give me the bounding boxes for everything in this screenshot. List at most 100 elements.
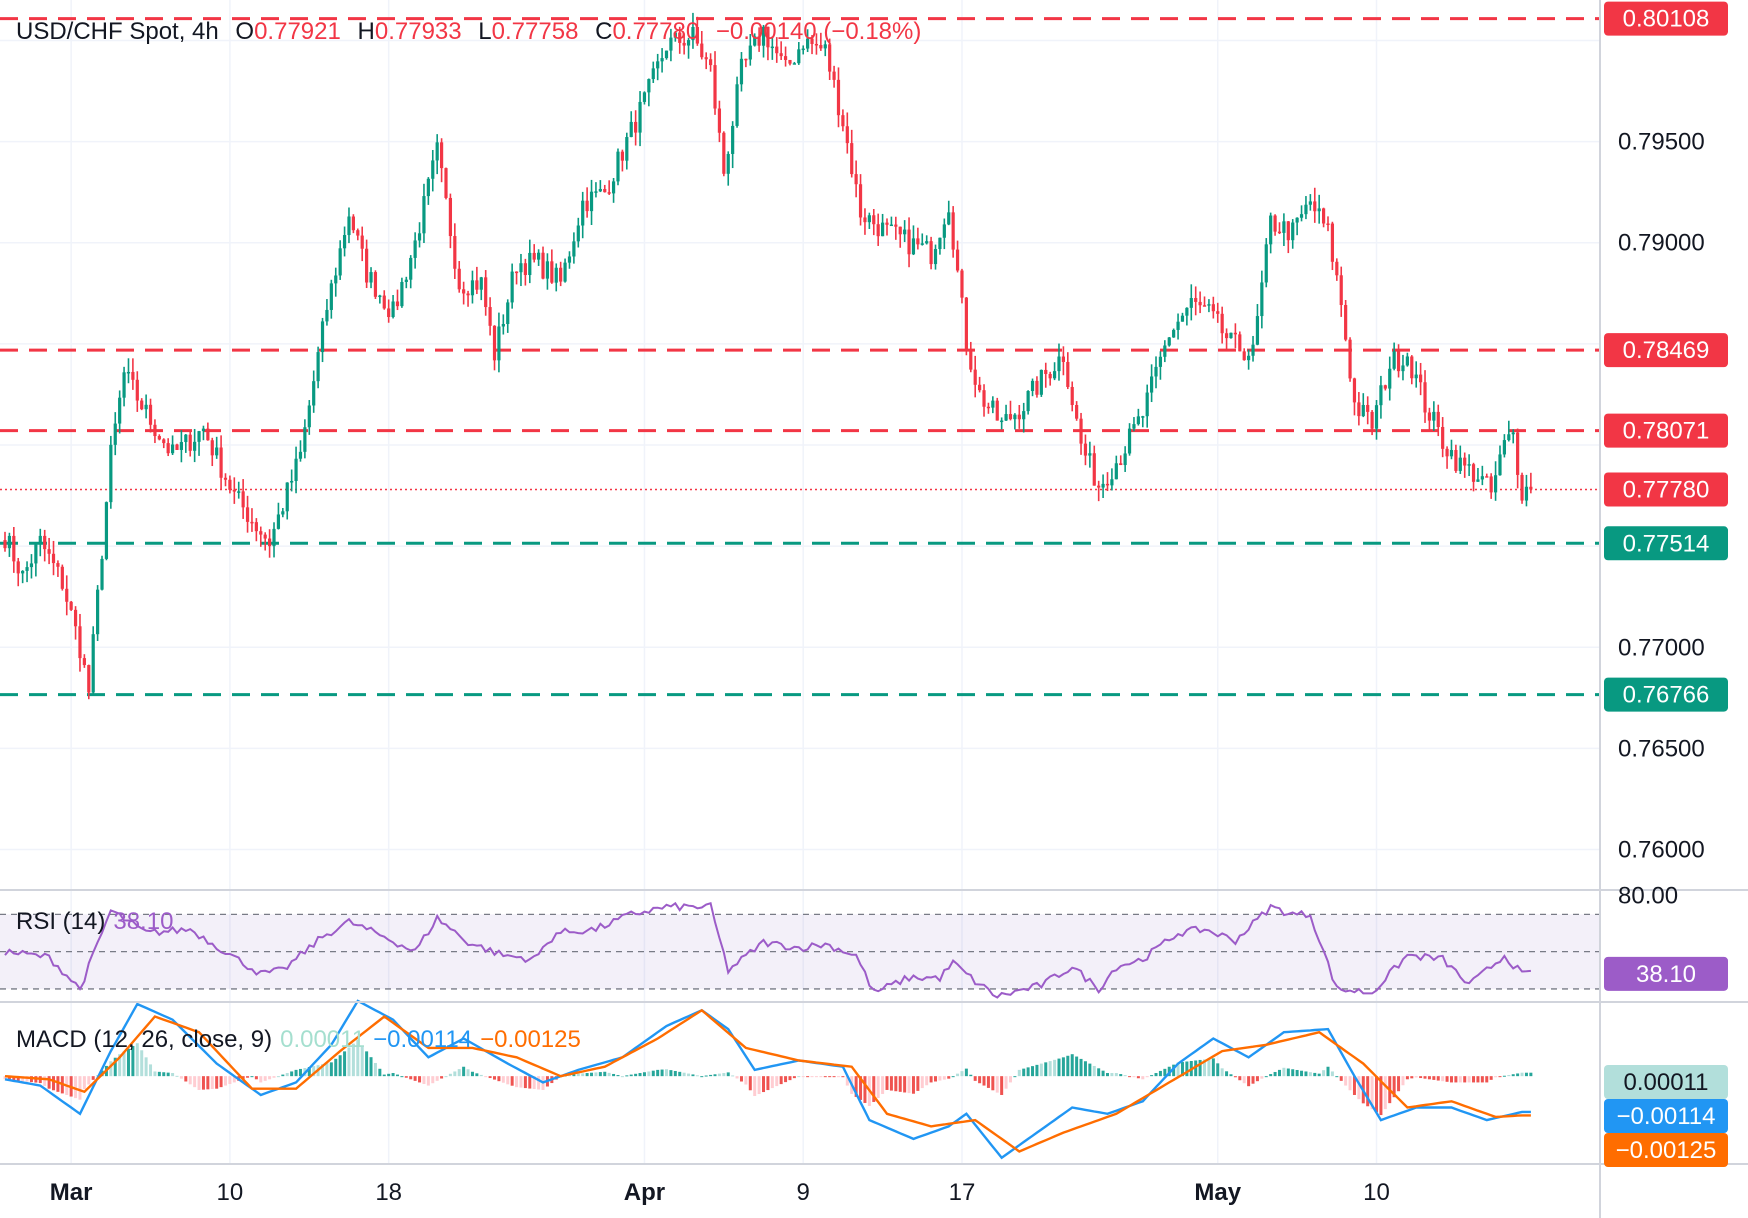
macd-histogram-bar — [1520, 1072, 1524, 1077]
candle-body — [1313, 201, 1317, 212]
support-price-label-bg — [1604, 677, 1728, 712]
macd-histogram-bar — [1458, 1076, 1462, 1083]
candle-body — [1136, 416, 1140, 425]
macd-histogram-bar — [1163, 1068, 1167, 1077]
candle-body — [554, 267, 558, 283]
candle-body — [1467, 464, 1471, 466]
symbol-title[interactable]: USD/CHF Spot, 4h — [16, 18, 219, 45]
macd-histogram-bar — [1048, 1061, 1052, 1077]
macd-histogram-bar — [925, 1076, 929, 1086]
macd-histogram-bar — [285, 1073, 289, 1077]
macd-histogram-bar — [828, 1076, 832, 1078]
candle-body — [1383, 385, 1387, 389]
candle-body — [726, 153, 730, 174]
candle-body — [1357, 402, 1361, 417]
candle-body — [991, 400, 995, 408]
macd-histogram-bar — [770, 1076, 774, 1089]
rsi-title[interactable]: RSI (14) 38.10 — [16, 908, 181, 936]
candle-body — [1335, 261, 1339, 276]
candle-body — [1458, 457, 1462, 471]
candle-body — [1127, 428, 1132, 454]
macd-signal-label-bg — [1604, 1133, 1728, 1167]
macd-histogram-bar — [369, 1057, 373, 1077]
macd-histogram-bar — [149, 1064, 153, 1077]
candle-body — [894, 224, 898, 227]
macd-histogram-bar — [1141, 1076, 1145, 1080]
candle-body — [550, 261, 554, 283]
candle-body — [669, 37, 673, 51]
candle-body — [845, 126, 849, 144]
macd-histogram-bar — [598, 1072, 602, 1077]
candle-body — [197, 431, 201, 442]
candle-body — [885, 222, 889, 225]
macd-histogram-bar — [682, 1072, 686, 1077]
macd-signal-line — [4, 1008, 1531, 1153]
x-tick-label: Apr — [624, 1179, 665, 1206]
macd-histogram-bar — [515, 1076, 519, 1088]
candle-body — [144, 404, 148, 410]
macd-histogram-bar — [82, 1076, 86, 1090]
macd-histogram-bar — [603, 1071, 607, 1077]
macd-histogram-bar — [1123, 1075, 1127, 1077]
macd-histogram-bar — [792, 1076, 796, 1079]
macd-histogram-bar — [488, 1076, 492, 1079]
candle-body — [506, 302, 510, 324]
candle-body — [100, 558, 104, 590]
candle-body — [982, 390, 986, 407]
macd-histogram-bar — [1004, 1076, 1008, 1089]
macd-histogram-bar — [510, 1076, 514, 1086]
macd-histogram-bar — [625, 1075, 629, 1077]
macd-histogram-bar — [731, 1075, 735, 1077]
candle-body — [329, 283, 333, 310]
macd-histogram-bar — [307, 1067, 311, 1077]
macd-histogram-bar — [1238, 1076, 1242, 1081]
macd-histogram-bar — [444, 1076, 448, 1078]
candle-body — [170, 444, 175, 454]
macd-histogram-bar — [360, 1045, 364, 1077]
candle-body — [563, 262, 567, 282]
macd-histogram-bar — [171, 1073, 175, 1077]
macd-histogram-bar — [1339, 1076, 1343, 1081]
macd-histogram-bar — [841, 1076, 845, 1078]
macd-histogram-bar — [1467, 1076, 1471, 1083]
candle-body — [858, 184, 863, 218]
macd-histogram-bar — [506, 1076, 510, 1085]
candle-body — [960, 270, 964, 298]
macd-histogram-bar — [634, 1073, 638, 1077]
candle-body — [664, 50, 669, 59]
macd-histogram-bar — [254, 1076, 258, 1080]
resistance-price-label-bg — [1604, 333, 1728, 368]
macd-histogram-bar — [122, 1051, 126, 1077]
macd-histogram-bar — [766, 1076, 770, 1091]
candle-body — [850, 143, 854, 175]
macd-histogram-bar — [413, 1076, 417, 1081]
macd-histogram-bar — [1427, 1076, 1431, 1080]
candle-body — [986, 406, 991, 409]
candle-body — [1410, 356, 1414, 379]
macd-histogram-bar — [642, 1072, 646, 1077]
candle-body — [351, 216, 355, 231]
candle-body — [1361, 404, 1365, 417]
candle-body — [1247, 355, 1251, 361]
candle-body — [347, 216, 351, 236]
candle-body — [1194, 298, 1198, 302]
candle-body — [373, 272, 378, 297]
candle-body — [638, 101, 642, 133]
macd-title[interactable]: MACD (12, 26, close, 9) 0.00011 −0.00114 −0… — [16, 1026, 589, 1054]
candle-body — [1167, 337, 1171, 346]
macd-histogram-bar — [321, 1064, 325, 1077]
candle-body — [1348, 339, 1352, 379]
macd-histogram-bar — [576, 1073, 580, 1077]
candle-body — [56, 563, 60, 567]
macd-histogram-bar — [1335, 1076, 1339, 1078]
candle-body — [1432, 411, 1436, 421]
macd-histogram-bar — [986, 1076, 990, 1088]
macd-histogram-bar — [1449, 1076, 1453, 1083]
candle-body — [148, 404, 153, 425]
macd-histogram-bar — [1295, 1069, 1299, 1077]
candle-body — [735, 84, 739, 126]
macd-histogram-bar — [1366, 1076, 1370, 1107]
resistance-price-label: 0.78071 — [1623, 418, 1710, 445]
candle-body — [228, 479, 232, 490]
